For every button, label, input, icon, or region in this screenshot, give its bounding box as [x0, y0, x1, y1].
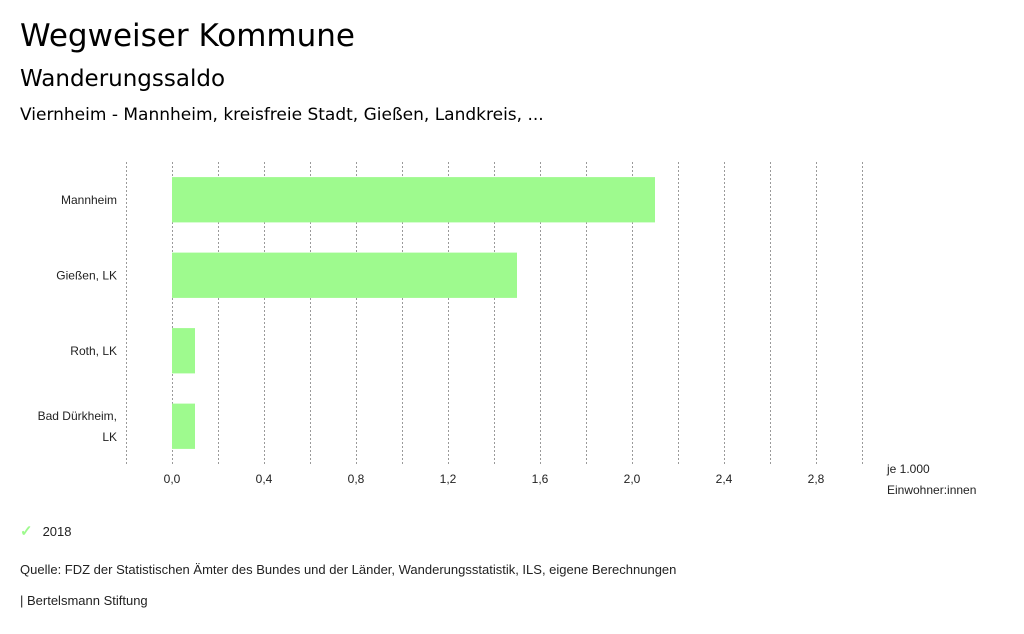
x-tick-label: 2,8 — [808, 472, 825, 486]
unit-label-line-1: je 1.000 — [887, 462, 930, 476]
legend-label: 2018 — [42, 523, 72, 539]
bar — [172, 403, 195, 449]
selection-label: Viernheim - Mannheim, kreisfreie Stadt, … — [20, 105, 544, 125]
unit-label: je 1.000 Einwohner:innen — [887, 459, 976, 501]
check-icon[interactable]: ✓ — [20, 523, 33, 540]
brand-label: | Bertelsmann Stiftung — [20, 593, 148, 608]
x-tick-label: 0,4 — [256, 472, 273, 486]
unit-label-line-2: Einwohner:innen — [887, 483, 977, 497]
bar — [172, 328, 195, 374]
x-tick-label: 1,6 — [532, 472, 549, 486]
source-note: Quelle: FDZ der Statistischen Ämter des … — [20, 562, 677, 577]
legend[interactable]: ✓ 2018 — [20, 522, 72, 540]
x-tick-label: 2,4 — [716, 472, 733, 486]
y-category-label: LK — [102, 430, 117, 444]
bar — [172, 252, 517, 298]
indicator-title: Wanderungssaldo — [20, 66, 226, 92]
bar — [172, 177, 655, 223]
x-tick-label: 0,8 — [348, 472, 365, 486]
page-title: Wegweiser Kommune — [20, 18, 355, 54]
y-category-label: Roth, LK — [70, 344, 117, 358]
x-tick-label: 1,2 — [440, 472, 457, 486]
y-category-label: Bad Dürkheim, — [38, 409, 117, 423]
x-tick-label: 2,0 — [624, 472, 641, 486]
y-category-label: Gießen, LK — [56, 268, 117, 282]
y-category-label: Mannheim — [61, 193, 117, 207]
x-tick-label: 0,0 — [164, 472, 181, 486]
